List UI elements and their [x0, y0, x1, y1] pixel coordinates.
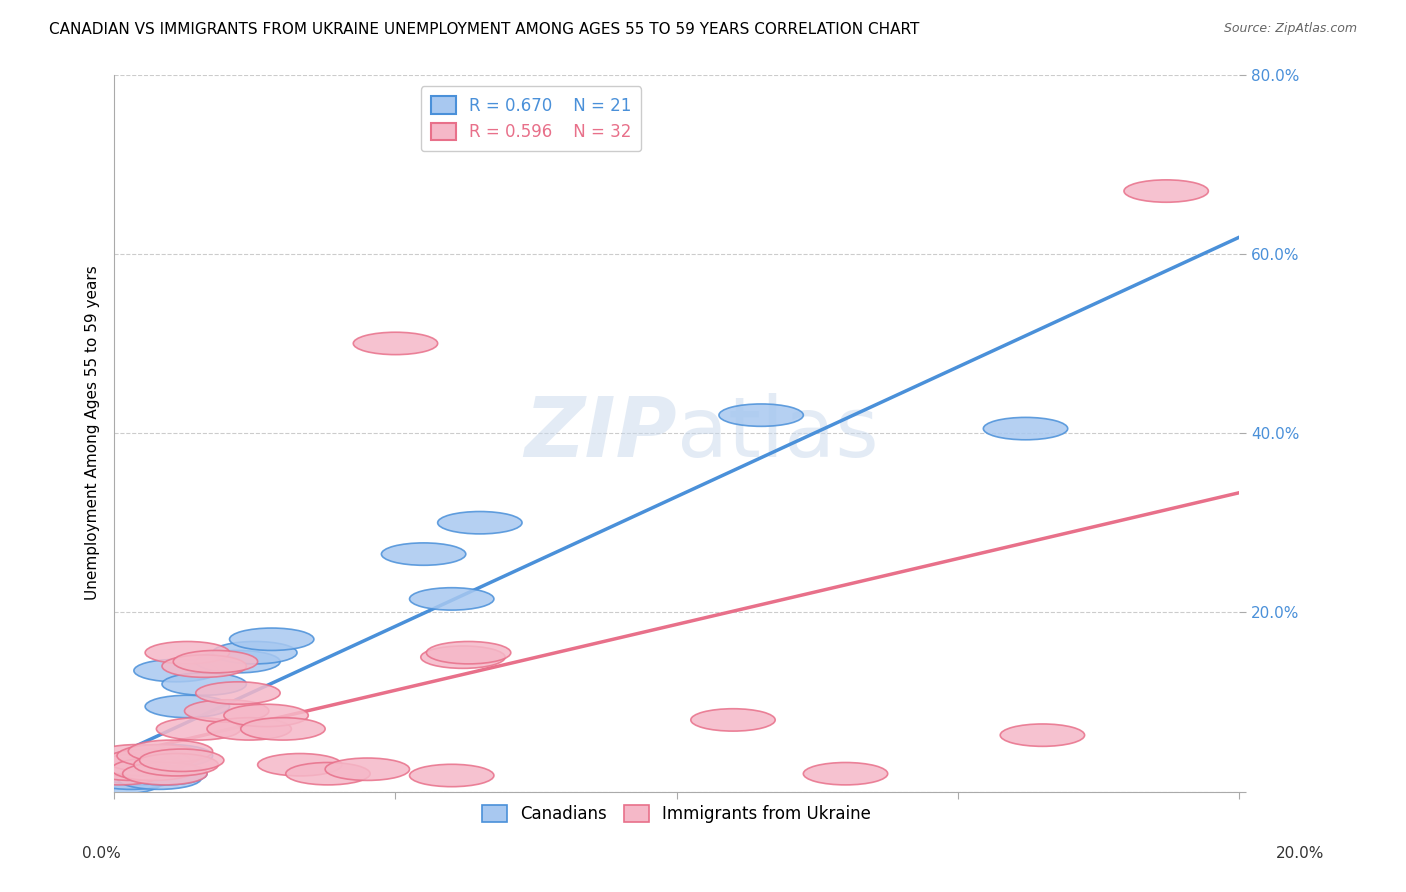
Ellipse shape — [145, 695, 229, 718]
Ellipse shape — [195, 681, 280, 704]
Ellipse shape — [184, 699, 269, 723]
Text: ZIP: ZIP — [524, 392, 676, 474]
Ellipse shape — [212, 641, 297, 664]
Ellipse shape — [229, 628, 314, 650]
Ellipse shape — [77, 772, 162, 794]
Ellipse shape — [117, 767, 201, 789]
Ellipse shape — [983, 417, 1067, 440]
Ellipse shape — [803, 763, 887, 785]
Ellipse shape — [111, 758, 195, 780]
Ellipse shape — [195, 650, 280, 673]
Ellipse shape — [162, 655, 246, 677]
Ellipse shape — [117, 745, 201, 767]
Text: atlas: atlas — [676, 392, 879, 474]
Ellipse shape — [690, 709, 775, 731]
Ellipse shape — [122, 763, 207, 785]
Ellipse shape — [128, 745, 212, 767]
Text: CANADIAN VS IMMIGRANTS FROM UKRAINE UNEMPLOYMENT AMONG AGES 55 TO 59 YEARS CORRE: CANADIAN VS IMMIGRANTS FROM UKRAINE UNEM… — [49, 22, 920, 37]
Text: 20.0%: 20.0% — [1277, 847, 1324, 861]
Ellipse shape — [100, 754, 184, 776]
Ellipse shape — [325, 758, 409, 780]
Ellipse shape — [89, 767, 173, 789]
Ellipse shape — [381, 543, 465, 566]
Ellipse shape — [257, 754, 342, 776]
Text: Source: ZipAtlas.com: Source: ZipAtlas.com — [1223, 22, 1357, 36]
Y-axis label: Unemployment Among Ages 55 to 59 years: Unemployment Among Ages 55 to 59 years — [86, 266, 100, 600]
Ellipse shape — [83, 754, 167, 776]
Ellipse shape — [224, 704, 308, 727]
Ellipse shape — [134, 659, 218, 681]
Ellipse shape — [207, 718, 291, 740]
Ellipse shape — [353, 332, 437, 355]
Ellipse shape — [285, 763, 370, 785]
Ellipse shape — [1000, 724, 1084, 747]
Ellipse shape — [139, 749, 224, 772]
Ellipse shape — [420, 646, 505, 668]
Ellipse shape — [105, 749, 190, 772]
Ellipse shape — [94, 745, 179, 767]
Ellipse shape — [240, 718, 325, 740]
Ellipse shape — [156, 718, 240, 740]
Ellipse shape — [1123, 180, 1208, 202]
Ellipse shape — [89, 758, 173, 780]
Ellipse shape — [173, 650, 257, 673]
Ellipse shape — [77, 763, 162, 785]
Ellipse shape — [100, 763, 184, 785]
Legend: Canadians, Immigrants from Ukraine: Canadians, Immigrants from Ukraine — [475, 798, 877, 830]
Ellipse shape — [718, 404, 803, 426]
Ellipse shape — [111, 758, 195, 780]
Ellipse shape — [105, 749, 190, 772]
Ellipse shape — [426, 641, 510, 664]
Ellipse shape — [409, 764, 494, 787]
Ellipse shape — [409, 588, 494, 610]
Text: 0.0%: 0.0% — [82, 847, 121, 861]
Ellipse shape — [94, 758, 179, 780]
Ellipse shape — [122, 763, 207, 785]
Ellipse shape — [83, 763, 167, 785]
Ellipse shape — [128, 740, 212, 763]
Ellipse shape — [134, 754, 218, 776]
Ellipse shape — [437, 511, 522, 534]
Ellipse shape — [162, 673, 246, 695]
Ellipse shape — [145, 641, 229, 664]
